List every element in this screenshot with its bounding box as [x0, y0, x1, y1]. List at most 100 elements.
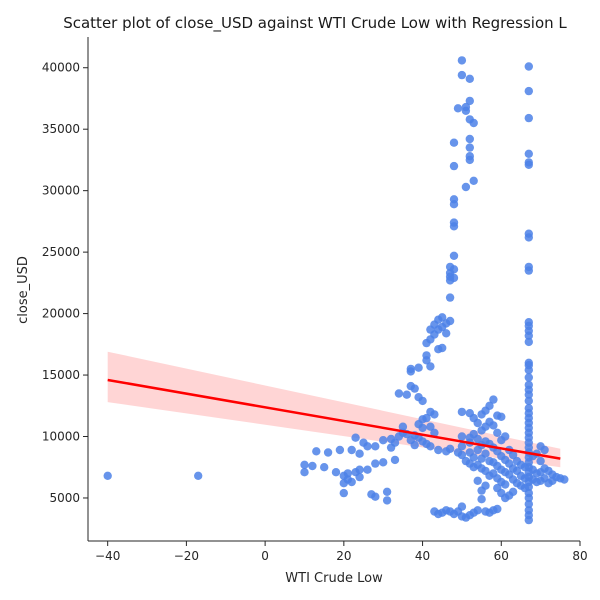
data-point [414, 363, 423, 372]
regression-line [107, 378, 561, 460]
data-point [508, 487, 518, 496]
data-point [461, 102, 471, 112]
data-point [418, 396, 427, 406]
data-point [355, 472, 364, 482]
data-point [524, 499, 533, 509]
data-point [449, 265, 459, 274]
data-point [489, 421, 498, 430]
data-point [398, 422, 408, 431]
x-tick-label: 20 [336, 549, 351, 563]
data-point [508, 450, 518, 460]
y-tick-label: 15000 [42, 368, 80, 382]
y-tick-label: 10000 [42, 430, 80, 444]
data-point [426, 362, 435, 371]
data-point [308, 461, 317, 471]
data-point [524, 62, 533, 71]
data-point [445, 316, 455, 326]
data-point [438, 313, 447, 322]
data-point [379, 436, 388, 445]
data-point [524, 331, 533, 340]
data-point [445, 444, 455, 453]
x-tick-label: 0 [261, 549, 269, 563]
y-tick-label: 5000 [49, 491, 80, 505]
data-point [524, 337, 533, 347]
data-point [426, 422, 435, 431]
data-point [418, 423, 427, 433]
data-point [422, 413, 431, 423]
data-point [469, 176, 478, 185]
data-point [323, 448, 333, 457]
data-point [524, 113, 533, 123]
data-point [320, 463, 329, 472]
data-point [312, 447, 321, 456]
data-point [382, 496, 392, 505]
data-point [524, 266, 533, 275]
chart-title: Scatter plot of close_USD against WTI Cr… [63, 14, 567, 33]
data-point [477, 495, 486, 504]
data-point [457, 442, 467, 451]
data-point [406, 367, 415, 376]
data-point [382, 487, 392, 496]
data-point [524, 373, 533, 382]
x-tick-label: 40 [415, 549, 430, 563]
x-tick-label: −20 [174, 549, 199, 563]
data-point [335, 445, 345, 455]
data-point [560, 475, 569, 484]
y-axis-label: close_USD [16, 256, 31, 324]
data-point [465, 152, 474, 161]
data-point [438, 343, 447, 353]
data-point [410, 384, 419, 393]
data-point [465, 74, 474, 84]
data-point [469, 118, 478, 128]
regression-line-layer [107, 378, 561, 460]
y-tick-label: 20000 [42, 307, 80, 321]
data-point [473, 418, 482, 428]
data-point [363, 442, 372, 451]
data-point [497, 412, 506, 421]
data-point [536, 456, 545, 466]
data-point [300, 460, 309, 469]
data-point [501, 432, 510, 441]
data-point [331, 468, 341, 477]
data-point [457, 407, 467, 417]
data-point [449, 161, 459, 171]
data-point [445, 293, 455, 302]
data-point [457, 432, 467, 441]
data-point [449, 273, 459, 283]
x-tick-label: 80 [572, 549, 587, 563]
data-point [457, 502, 467, 511]
data-point [524, 233, 533, 242]
data-point [355, 465, 364, 474]
data-point [355, 449, 364, 458]
data-point [339, 488, 348, 498]
y-tick-label: 25000 [42, 245, 80, 259]
data-point [449, 218, 459, 227]
data-point [390, 438, 400, 447]
data-point [493, 428, 502, 437]
data-point [524, 160, 533, 169]
data-point [457, 56, 467, 65]
data-point [449, 195, 459, 204]
data-point [524, 493, 533, 503]
data-point [103, 471, 112, 480]
data-point [371, 459, 380, 468]
data-point [347, 445, 356, 455]
data-point [434, 445, 443, 455]
data-point [300, 468, 309, 477]
data-point [489, 395, 498, 404]
data-point [473, 434, 482, 444]
x-tick-label: 60 [494, 549, 509, 563]
data-point [524, 390, 533, 399]
data-point [469, 453, 478, 462]
data-point [442, 329, 451, 338]
data-point [449, 251, 459, 260]
data-point [371, 442, 380, 451]
data-point [410, 440, 419, 450]
data-point [473, 476, 482, 485]
data-point [430, 428, 439, 437]
data-point [426, 442, 435, 451]
y-tick-label: 40000 [42, 61, 80, 75]
data-point [524, 396, 533, 406]
data-point [481, 449, 490, 458]
data-point [351, 433, 360, 442]
